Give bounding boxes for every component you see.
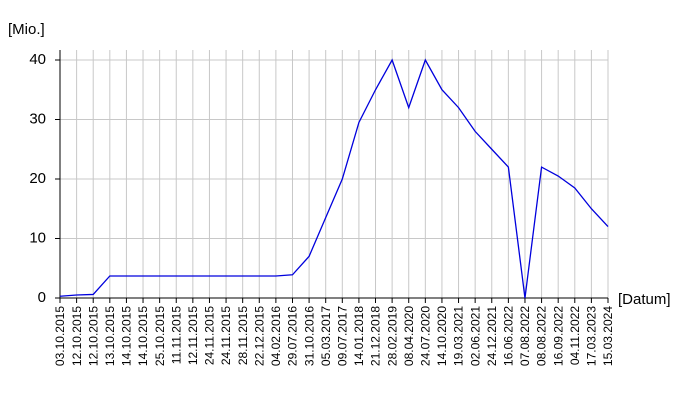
x-tick-label: 12.10.2015	[86, 306, 100, 366]
x-tick-label: 08.08.2022	[535, 306, 549, 366]
y-tick-label: 10	[29, 229, 46, 246]
x-tick-label: 24.11.2015	[203, 306, 217, 365]
y-tick-label: 20	[29, 170, 46, 187]
x-tick-label: 14.10.2015	[120, 306, 134, 366]
y-tick-label: 0	[38, 289, 46, 306]
x-tick-label: 16.06.2022	[502, 306, 516, 366]
x-tick-label: 12.11.2015	[186, 306, 200, 365]
x-tick-label: 21.12.2018	[369, 306, 383, 366]
x-tick-label: 19.03.2021	[452, 306, 466, 366]
x-tick-label: 17.03.2023	[585, 306, 599, 366]
x-tick-label: 04.02.2016	[269, 306, 283, 366]
x-tick-label: 07.08.2022	[518, 306, 532, 366]
x-tick-label: 13.10.2015	[103, 306, 117, 366]
x-tick-label: 31.10.2016	[302, 306, 316, 366]
x-tick-label: 12.10.2015	[70, 306, 84, 366]
y-axis-label: [Mio.]	[8, 21, 45, 38]
x-tick-label: 28.11.2015	[236, 306, 250, 365]
x-tick-label: 28.02.2019	[385, 306, 399, 366]
x-tick-label: 24.11.2015	[219, 306, 233, 365]
x-tick-label: 02.06.2021	[468, 306, 482, 366]
data-line	[59, 58, 609, 299]
x-tick-label: 14.10.2015	[136, 306, 150, 366]
x-tick-label: 08.04.2020	[402, 306, 416, 366]
x-tick-label: 16.09.2022	[551, 306, 565, 366]
x-tick-label: 11.11.2015	[169, 306, 183, 365]
x-axis-label: [Datum]	[618, 291, 671, 308]
x-tick-label: 14.01.2018	[352, 306, 366, 366]
x-tick-label: 09.07.2017	[335, 306, 349, 366]
x-tick-label: 15.03.2024	[601, 306, 615, 366]
x-tick-label: 25.10.2015	[153, 306, 167, 366]
x-tick-label: 04.11.2022	[568, 306, 582, 365]
x-tick-label: 14.10.2020	[435, 306, 449, 366]
x-tick-label: 24.12.2021	[485, 306, 499, 366]
x-tick-label: 29.07.2016	[286, 306, 300, 366]
y-tick-label: 30	[29, 110, 46, 127]
y-tick-label: 40	[29, 51, 46, 68]
x-tick-label: 24.07.2020	[419, 306, 433, 366]
x-tick-label: 22.12.2015	[252, 306, 266, 366]
x-tick-label: 05.03.2017	[319, 306, 333, 366]
x-tick-label: 03.10.2015	[53, 306, 67, 366]
